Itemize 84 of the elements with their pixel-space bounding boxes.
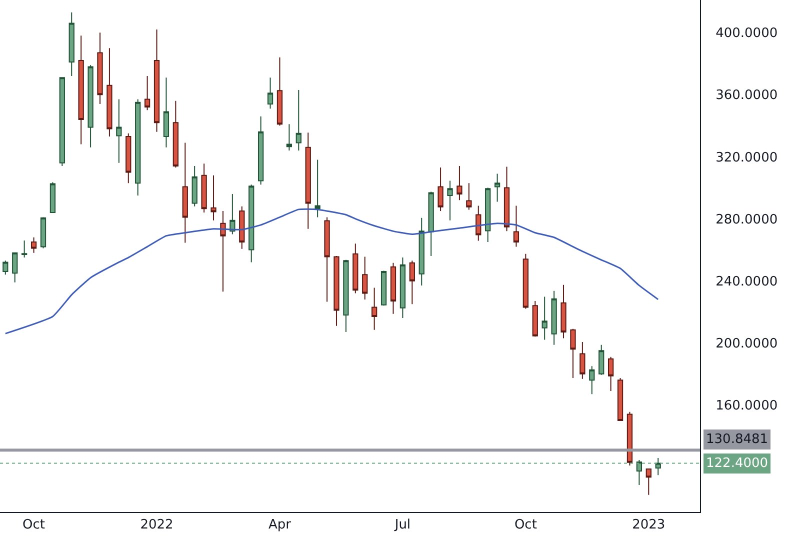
y-tick-label: 400.0000: [716, 26, 778, 42]
candlestick: [598, 344, 604, 376]
candlestick: [220, 210, 226, 292]
candlestick: [608, 356, 614, 392]
candlestick: [30, 236, 37, 254]
candlestick: [182, 142, 188, 244]
candlestick: [276, 56, 283, 126]
candlestick: [418, 217, 424, 286]
candlestick: [201, 163, 207, 214]
candlestick: [88, 64, 94, 148]
candlestick: [372, 287, 378, 330]
candlestick: [400, 257, 406, 319]
candlestick: [116, 98, 122, 164]
candlestick: [40, 216, 46, 249]
candlestick: [589, 366, 595, 395]
candlestick: [334, 256, 340, 326]
candlestick: [324, 216, 330, 302]
ref-line-label: 130.8481: [706, 432, 768, 447]
y-tick-label: 240.0000: [716, 274, 778, 290]
candlestick: [296, 89, 302, 151]
candlestick: [390, 262, 396, 314]
x-tick-label: Apr: [268, 518, 292, 533]
candlestick: [485, 187, 491, 243]
candlestick: [580, 341, 586, 380]
candlestick: [239, 206, 245, 250]
candlestick: [466, 182, 472, 210]
y-tick-label: 360.0000: [716, 88, 778, 104]
candlestick: [305, 132, 311, 230]
candlestick: [126, 132, 132, 184]
x-tick-label: Oct: [514, 518, 537, 533]
candlestick: [135, 98, 141, 196]
candlestick: [570, 328, 576, 378]
candlestick: [438, 167, 444, 212]
candlestick: [646, 468, 652, 496]
y-tick-label: 160.0000: [716, 398, 778, 414]
candlestick: [380, 270, 387, 306]
candlestick: [154, 28, 160, 132]
y-tick-label: 200.0000: [716, 336, 778, 352]
candlestick: [532, 300, 538, 338]
candlestick: [447, 180, 453, 221]
candlestick: [106, 48, 112, 138]
candlestick: [163, 77, 170, 148]
x-tick-label: 2022: [140, 518, 174, 533]
candlestick: [59, 77, 65, 167]
y-tick-label: 320.0000: [716, 150, 778, 166]
candlestick: [78, 35, 84, 145]
candlestick: [144, 76, 150, 111]
candlestick: [343, 259, 349, 333]
candlestick: [267, 77, 274, 110]
candlestick: [504, 166, 510, 232]
candlestick: [12, 252, 18, 283]
candlestick: [428, 191, 434, 256]
x-tick-label: Oct: [22, 518, 46, 533]
candlestick: [494, 173, 500, 202]
candlestick: [542, 296, 548, 340]
candlestick: [50, 182, 56, 214]
candlestick: [362, 256, 368, 300]
candlestick: [230, 193, 236, 235]
candlestick: [409, 260, 415, 305]
candlestick: [513, 205, 520, 248]
candlestick: [476, 205, 482, 242]
candlestick: [210, 174, 216, 221]
candlestick: [22, 240, 28, 258]
candlestick: [286, 124, 292, 151]
line-series: [4, 208, 659, 334]
x-tick-label: 2023: [632, 518, 666, 533]
candlestick: [248, 184, 254, 263]
candlestick: [258, 116, 264, 186]
candlestick: [2, 260, 8, 276]
x-tick-label: Jul: [394, 518, 411, 533]
candlestick: [522, 253, 528, 310]
candlestick: [172, 100, 178, 168]
ref-line-label: 122.4000: [706, 456, 768, 471]
candlestick: [314, 159, 320, 218]
candlestick: [626, 411, 633, 466]
candlestick: [456, 166, 462, 201]
candlestick: [617, 377, 624, 422]
candlestick: [551, 290, 557, 346]
candlestick: [68, 12, 74, 77]
candlestick: [97, 32, 103, 104]
candlestick: [192, 166, 198, 207]
candlestick: [352, 243, 358, 294]
y-tick-label: 280.0000: [716, 212, 778, 228]
candlestick: [560, 284, 566, 339]
